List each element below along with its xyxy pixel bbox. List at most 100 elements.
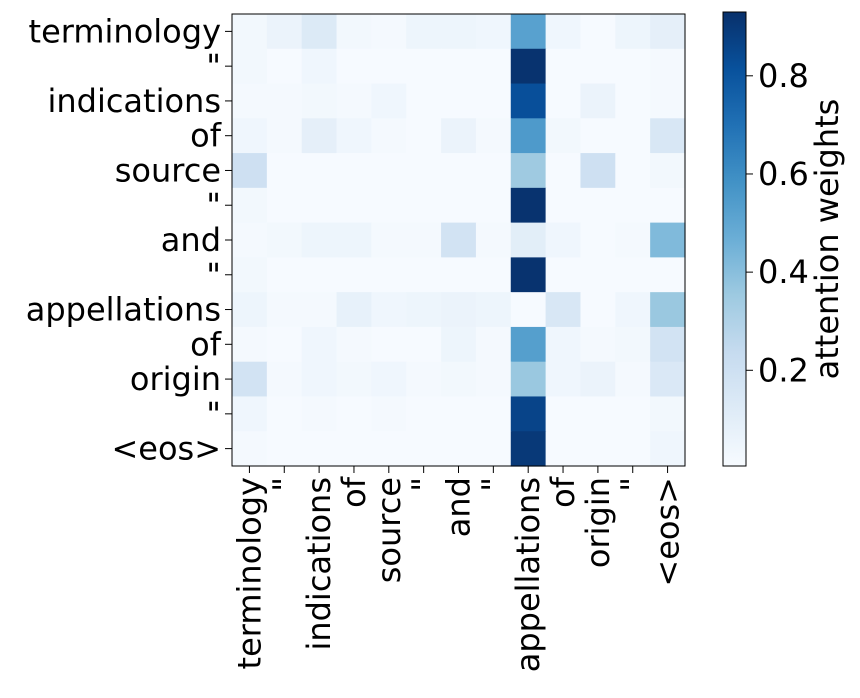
heatmap-cell xyxy=(475,118,512,154)
y-tick-label: of xyxy=(190,117,222,155)
y-axis: terminology"indicationsofsource"and"appe… xyxy=(26,12,232,468)
heatmap-cell xyxy=(545,14,582,50)
heatmap-cell xyxy=(510,326,547,363)
y-tick-label: terminology xyxy=(29,12,221,50)
heatmap-cell xyxy=(475,153,512,189)
heatmap-cell xyxy=(266,187,303,224)
heatmap-cell xyxy=(232,222,268,258)
heatmap-cell xyxy=(371,48,407,85)
heatmap-cell xyxy=(336,187,372,224)
heatmap-cell xyxy=(301,83,338,119)
heatmap-cell xyxy=(441,118,477,154)
heatmap-cell xyxy=(545,292,582,328)
heatmap-cell xyxy=(441,257,477,293)
x-tick-label: of xyxy=(544,476,582,508)
heatmap-cell xyxy=(580,14,616,50)
heatmap-cell xyxy=(615,48,651,85)
heatmap-cell xyxy=(371,153,407,189)
y-tick-label: appellations xyxy=(26,291,221,329)
heatmap-cell xyxy=(615,431,651,467)
heatmap-cell xyxy=(266,118,303,154)
colorbar-tick-label: 0.2 xyxy=(758,351,809,389)
heatmap-cell xyxy=(475,326,512,363)
x-tick-label: " xyxy=(614,477,652,492)
heatmap-cell xyxy=(406,361,442,398)
heatmap-cell xyxy=(475,257,512,293)
heatmap-cell xyxy=(580,292,616,328)
heatmap-cell xyxy=(545,222,582,258)
heatmap-cell xyxy=(406,153,442,189)
heatmap-cell xyxy=(545,83,582,119)
x-tick-label: <eos> xyxy=(649,477,687,587)
heatmap-cell xyxy=(406,83,442,119)
heatmap-cells xyxy=(232,14,686,467)
heatmap-cell xyxy=(441,48,477,85)
x-tick-label: " xyxy=(265,477,303,492)
heatmap-cell xyxy=(336,361,372,398)
heatmap-cell xyxy=(371,257,407,293)
x-tick-label: appellations xyxy=(509,477,547,672)
heatmap-cell xyxy=(650,396,686,432)
heatmap-cell xyxy=(441,222,477,258)
x-tick-label: indications xyxy=(300,477,338,651)
heatmap-cell xyxy=(580,431,616,467)
heatmap-cell xyxy=(580,361,616,398)
heatmap-cell xyxy=(510,14,547,50)
heatmap-cell xyxy=(510,222,547,258)
heatmap-cell xyxy=(371,396,407,432)
heatmap-cell xyxy=(475,361,512,398)
heatmap-cell xyxy=(545,431,582,467)
heatmap-cell xyxy=(371,187,407,224)
x-tick-label: terminology xyxy=(230,477,268,669)
heatmap-cell xyxy=(510,118,547,154)
x-tick-label: " xyxy=(474,477,512,492)
heatmap-cell xyxy=(580,326,616,363)
heatmap-cell xyxy=(545,257,582,293)
heatmap-cell xyxy=(406,257,442,293)
heatmap-cell xyxy=(650,118,686,154)
heatmap-cell xyxy=(371,118,407,154)
heatmap-cell xyxy=(336,153,372,189)
heatmap-cell xyxy=(336,257,372,293)
heatmap-cell xyxy=(406,326,442,363)
heatmap-cell xyxy=(406,118,442,154)
colorbar-frame xyxy=(722,11,747,467)
heatmap-cell xyxy=(371,431,407,467)
heatmap-cell xyxy=(371,83,407,119)
heatmap-cell xyxy=(650,187,686,224)
y-tick-label: <eos> xyxy=(111,430,221,468)
heatmap-cell xyxy=(336,292,372,328)
heatmap-cell xyxy=(650,48,686,85)
heatmap-cell xyxy=(545,153,582,189)
heatmap-cell xyxy=(406,187,442,224)
heatmap-cell xyxy=(650,222,686,258)
heatmap-cell xyxy=(441,83,477,119)
heatmap-cell xyxy=(475,292,512,328)
heatmap-cell xyxy=(301,48,338,85)
x-axis: terminology"indicationsofsource"and"appe… xyxy=(230,466,687,672)
heatmap-cell xyxy=(580,153,616,189)
heatmap-cell xyxy=(615,361,651,398)
heatmap-cell xyxy=(545,118,582,154)
heatmap-cell xyxy=(371,222,407,258)
heatmap-cell xyxy=(615,257,651,293)
heatmap-cell xyxy=(615,292,651,328)
x-tick-label: " xyxy=(405,477,443,492)
heatmap-cell xyxy=(232,48,268,85)
heatmap-cell xyxy=(580,396,616,432)
heatmap-cell xyxy=(615,83,651,119)
heatmap-cell xyxy=(336,14,372,50)
heatmap-cell xyxy=(510,48,547,85)
heatmap-cell xyxy=(580,48,616,85)
heatmap-cell xyxy=(232,118,268,154)
y-tick-label: indications xyxy=(47,82,221,120)
heatmap-cell xyxy=(475,431,512,467)
heatmap-cell xyxy=(232,257,268,293)
heatmap-cell xyxy=(580,222,616,258)
heatmap-cell xyxy=(232,396,268,432)
heatmap-cell xyxy=(615,118,651,154)
colorbar-gradient xyxy=(723,12,746,466)
heatmap-cell xyxy=(406,14,442,50)
y-tick-label: " xyxy=(206,256,221,294)
heatmap-cell xyxy=(301,431,338,467)
